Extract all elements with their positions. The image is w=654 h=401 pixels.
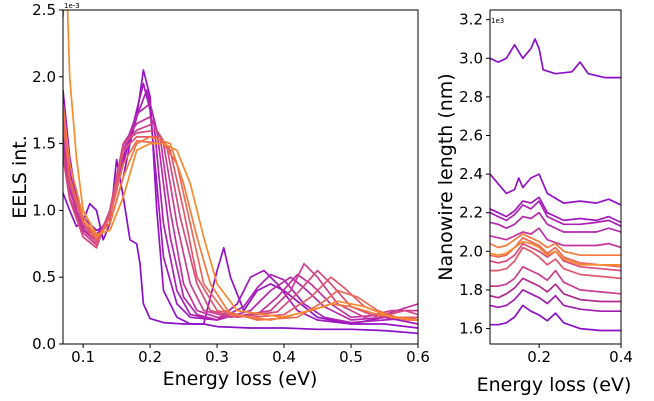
chart-right: 0.2 0.4 1.6 1.8 2.0 2.2 2.4 2.6 2.8 3.0 3.2 1e3 E… — [435, 9, 633, 396]
left-y-tick-label: 0.0 — [32, 335, 56, 353]
left-series-line-10 — [63, 122, 418, 321]
left-y-axis-label: EELS int. — [9, 135, 31, 219]
plot-frame-right — [489, 9, 622, 345]
left-x-tick-label: 0.5 — [339, 348, 363, 366]
right-series-line-2 — [490, 173, 621, 206]
left-series-line-6 — [63, 116, 418, 319]
right-series-line-14 — [490, 289, 621, 313]
right-series-line-6 — [490, 227, 621, 249]
right-y-tick-label: 3.0 — [459, 49, 483, 67]
left-series-line-12 — [63, 10, 418, 321]
right-exponent-label: 1e3 — [491, 17, 504, 25]
right-x-axis-label: Energy loss (eV) — [477, 374, 632, 396]
right-series-line-1 — [490, 38, 621, 79]
right-series-line-9 — [490, 246, 621, 280]
left-y-tick-label: 2.0 — [32, 68, 56, 86]
left-x-tick-label: 0.3 — [205, 348, 229, 366]
left-series-line-7 — [63, 122, 418, 319]
right-y-tick-label: 2.0 — [459, 242, 483, 260]
right-series-line-15 — [490, 304, 621, 332]
right-y-tick-label: 2.6 — [459, 126, 483, 144]
right-x-tick-label: 0.2 — [527, 348, 551, 366]
right-y-tick-label: 2.8 — [459, 88, 483, 106]
right-y-tick-label: 2.4 — [459, 165, 483, 183]
left-series-line-11 — [63, 102, 418, 321]
chart-left: 0.1 0.2 0.3 0.4 0.5 0.6 0.0 0.5 1.0 1.5 2.0 2.5 1e… — [9, 1, 430, 390]
left-series-line-9 — [63, 116, 418, 319]
left-series-line-8 — [63, 129, 418, 319]
right-series-line-8 — [490, 242, 621, 272]
right-y-tick-label: 1.8 — [459, 281, 483, 299]
plot-frame-left — [62, 9, 419, 345]
left-y-tick-label: 2.5 — [32, 1, 56, 19]
left-y-tick-label: 1.5 — [32, 135, 56, 153]
left-y-tick-label: 0.5 — [32, 268, 56, 286]
right-series-line-13 — [490, 277, 621, 303]
left-x-tick-label: 0.4 — [272, 348, 296, 366]
right-y-tick-label: 1.6 — [459, 320, 483, 338]
left-series-line-1 — [63, 158, 418, 335]
right-series-line-7 — [490, 265, 621, 295]
right-x-tick-label: 0.4 — [609, 348, 633, 366]
left-exponent-label: 1e-3 — [64, 2, 80, 10]
left-x-tick-label: 0.6 — [406, 348, 430, 366]
left-x-tick-label: 0.1 — [71, 348, 95, 366]
left-x-axis-label: Energy loss (eV) — [163, 368, 318, 390]
left-x-tick-label: 0.2 — [138, 348, 162, 366]
right-series-line-10 — [490, 236, 621, 268]
left-y-tick-label: 1.0 — [32, 201, 56, 219]
right-y-axis-label: Nanowire length (nm) — [435, 73, 457, 280]
left-series-line-4 — [63, 89, 418, 324]
right-series-line-12 — [490, 240, 621, 266]
right-series-line-3 — [490, 196, 621, 224]
right-series-line-11 — [490, 233, 621, 257]
right-series-line-4 — [490, 200, 621, 228]
right-series-line-5 — [490, 211, 621, 233]
right-y-tick-label: 3.2 — [459, 11, 483, 29]
left-series-line-5 — [63, 102, 418, 321]
right-y-tick-label: 2.2 — [459, 204, 483, 222]
